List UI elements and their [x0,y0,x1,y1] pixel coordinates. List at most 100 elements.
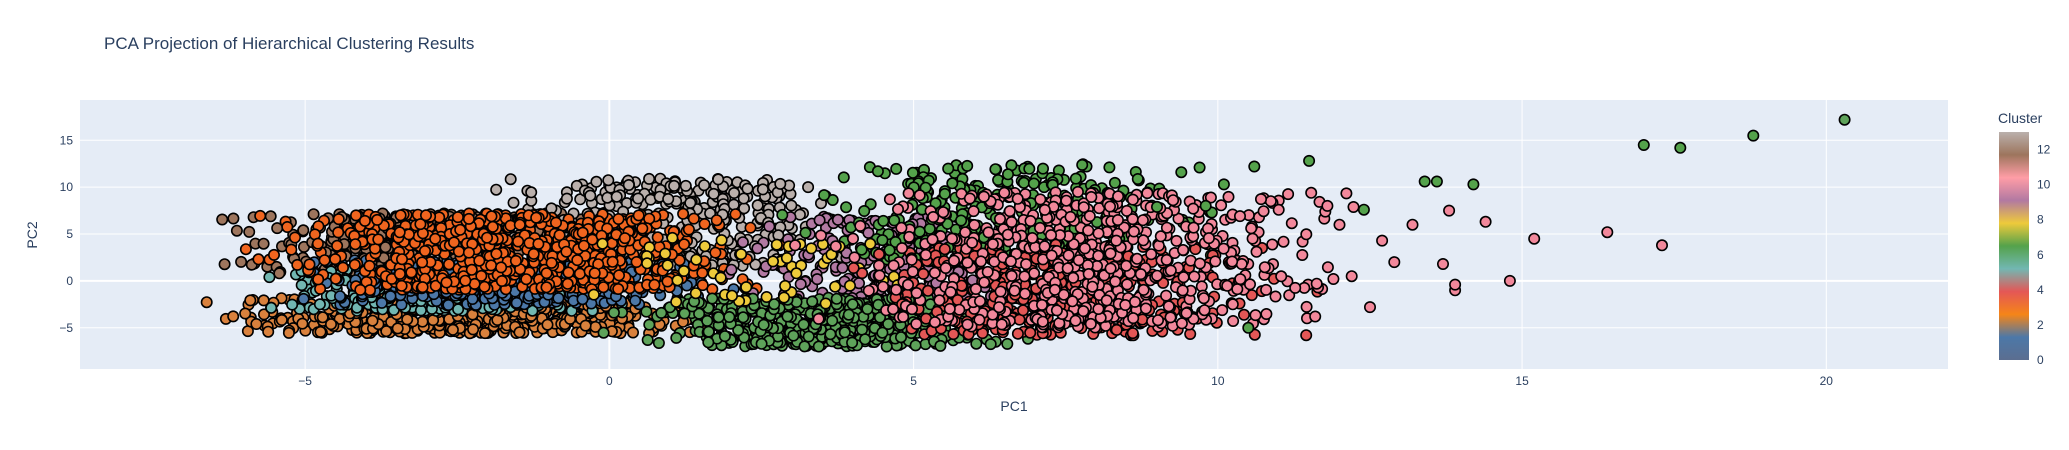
data-point [736,236,749,249]
data-point [1034,221,1047,234]
data-point [741,182,754,195]
data-point [805,242,818,255]
data-point [838,326,851,339]
data-point [855,323,868,336]
data-point [473,254,486,267]
data-point [384,290,397,303]
data-point [466,292,479,305]
data-point [698,179,711,192]
data-point [509,254,522,267]
data-point [329,272,342,285]
data-point [239,307,252,320]
data-point [314,282,327,295]
data-point [766,255,779,268]
data-point [478,327,491,340]
data-point [1285,217,1298,230]
data-point [702,325,715,338]
data-point [659,247,672,260]
data-point [661,259,674,272]
data-point [967,205,980,218]
data-point [227,310,240,323]
data-point [1277,235,1290,248]
data-point [1024,326,1037,339]
data-point [858,205,871,218]
data-point [864,237,877,250]
data-point [612,282,625,295]
data-point [405,266,418,279]
data-point [1001,337,1014,350]
data-point [938,243,951,256]
data-point [812,312,825,325]
data-point [842,308,855,321]
data-point [671,274,684,287]
data-point [1137,234,1150,247]
data-point [763,220,776,233]
data-point [602,174,615,187]
data-point [1235,257,1248,270]
data-point [363,259,376,272]
data-point [354,283,367,296]
data-point [984,338,997,351]
data-point [1296,249,1309,262]
data-point [525,186,538,199]
data-point [596,237,609,250]
data-point [281,221,294,234]
data-point [576,226,589,239]
data-point [641,257,654,270]
data-point [218,258,231,271]
data-point [513,326,526,339]
data-point [770,238,783,251]
data-point [706,292,719,305]
data-point [313,298,326,311]
data-point [707,187,720,200]
data-point [802,330,815,343]
data-point [480,231,493,244]
data-point [275,313,288,326]
data-point [235,255,248,268]
data-point [710,214,723,227]
data-point [876,234,889,247]
data-point [486,220,499,233]
data-point [1017,176,1030,189]
data-point [861,302,874,315]
data-point [709,246,722,259]
data-point [597,281,610,294]
data-point [760,290,773,303]
data-point [262,325,275,338]
data-point [668,179,681,192]
data-point [662,193,675,206]
data-point [562,266,575,279]
data-point [286,298,299,311]
data-point [1162,300,1175,313]
data-point [933,294,946,307]
data-point [946,177,959,190]
data-point [243,225,256,238]
chart-title: PCA Projection of Hierarchical Clusterin… [104,34,474,53]
data-point [872,248,885,261]
data-point [332,213,345,226]
data-point [774,177,787,190]
data-point [1011,327,1024,340]
data-point [1266,238,1279,251]
data-point [372,233,385,246]
data-point [429,232,442,245]
data-point [802,181,815,194]
data-point [297,292,310,305]
data-point [573,267,586,280]
data-point [702,336,715,349]
data-point [876,326,889,339]
data-point [883,193,896,206]
data-point [1126,327,1139,340]
data-point [393,226,406,239]
data-point [1272,203,1285,216]
data-point [942,162,955,175]
data-point [416,281,429,294]
data-point [698,218,711,231]
data-point [612,269,625,282]
data-point [729,208,742,221]
data-point [462,246,475,259]
data-point [826,314,839,327]
data-point [894,331,907,344]
data-point [1126,193,1139,206]
